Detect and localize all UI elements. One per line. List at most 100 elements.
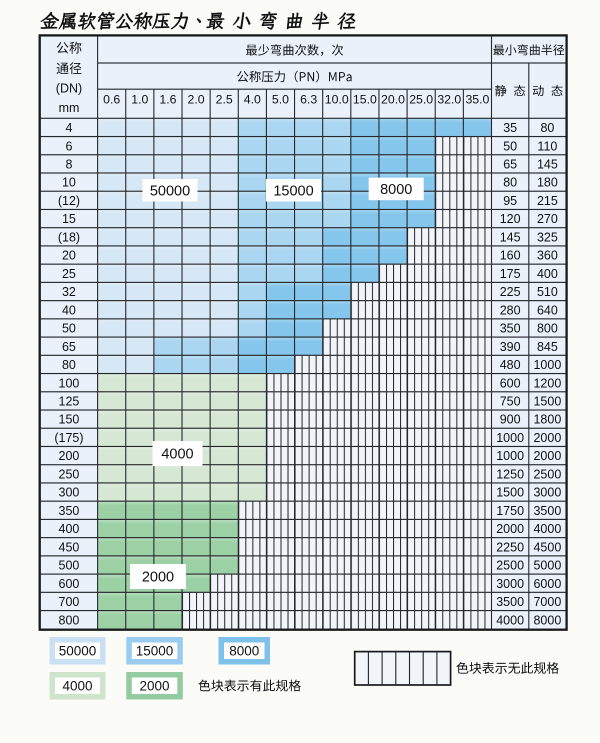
svg-text:845: 845 [537,340,558,354]
svg-text:1.0: 1.0 [131,93,148,107]
svg-text:35.0: 35.0 [465,93,489,107]
svg-text:3000: 3000 [496,577,524,591]
svg-text:6: 6 [65,139,72,153]
svg-text:225: 225 [500,285,521,299]
svg-text:350: 350 [500,322,521,336]
svg-text:150: 150 [59,413,80,427]
svg-text:15000: 15000 [136,644,174,659]
svg-text:300: 300 [59,486,80,500]
svg-text:120: 120 [500,212,521,226]
svg-text:25: 25 [62,267,76,281]
svg-text:(18): (18) [58,230,80,244]
svg-text:1500: 1500 [496,486,524,500]
svg-text:7000: 7000 [533,595,561,609]
svg-text:50000: 50000 [150,183,190,199]
svg-text:32.0: 32.0 [437,93,461,107]
svg-text:2500: 2500 [496,559,524,573]
svg-text:2.5: 2.5 [216,93,233,107]
svg-text:3000: 3000 [533,486,561,500]
svg-text:4000: 4000 [496,613,524,627]
svg-text:1750: 1750 [496,504,524,518]
svg-text:80: 80 [540,121,554,135]
svg-text:2.0: 2.0 [188,93,205,107]
svg-text:95: 95 [503,194,517,208]
svg-text:32: 32 [62,285,76,299]
svg-text:80: 80 [503,176,517,190]
svg-text:1.6: 1.6 [159,93,176,107]
svg-text:4: 4 [65,121,72,135]
svg-text:500: 500 [59,559,80,573]
svg-text:145: 145 [500,230,521,244]
svg-text:50: 50 [62,322,76,336]
svg-text:(175): (175) [54,431,83,445]
svg-text:100: 100 [59,376,80,390]
svg-text:640: 640 [537,303,558,317]
svg-text:1200: 1200 [533,376,561,390]
svg-text:2000: 2000 [496,522,524,536]
svg-text:1000: 1000 [496,449,524,463]
svg-text:750: 750 [500,395,521,409]
svg-text:6.3: 6.3 [300,93,317,107]
svg-text:10: 10 [62,176,76,190]
svg-text:4000: 4000 [533,522,561,536]
svg-text:25.0: 25.0 [409,93,433,107]
svg-text:4.0: 4.0 [244,93,261,107]
svg-text:600: 600 [59,577,80,591]
svg-text:325: 325 [537,230,558,244]
svg-text:5.0: 5.0 [272,93,289,107]
svg-text:600: 600 [500,376,521,390]
svg-text:20: 20 [62,249,76,263]
svg-text:65: 65 [503,157,517,171]
svg-text:270: 270 [537,212,558,226]
svg-text:(12): (12) [58,194,80,208]
svg-text:50000: 50000 [59,644,97,659]
svg-text:15.0: 15.0 [353,93,377,107]
svg-text:800: 800 [537,322,558,336]
svg-text:2000: 2000 [140,679,170,694]
svg-text:700: 700 [59,595,80,609]
svg-text:15: 15 [62,212,76,226]
svg-text:1000: 1000 [533,358,561,372]
svg-text:145: 145 [537,157,558,171]
svg-text:80: 80 [62,358,76,372]
svg-text:360: 360 [537,249,558,263]
svg-text:3500: 3500 [533,504,561,518]
svg-text:2500: 2500 [533,467,561,481]
svg-text:(DN): (DN) [56,82,82,96]
svg-text:250: 250 [59,467,80,481]
svg-text:280: 280 [500,303,521,317]
svg-text:4000: 4000 [62,679,92,694]
svg-text:6000: 6000 [533,577,561,591]
svg-text:40: 40 [62,303,76,317]
svg-text:50: 50 [503,139,517,153]
svg-text:3500: 3500 [496,595,524,609]
svg-text:8000: 8000 [380,182,412,198]
svg-text:0.6: 0.6 [103,93,120,107]
svg-text:180: 180 [537,176,558,190]
svg-text:35: 35 [503,121,517,135]
svg-text:2250: 2250 [496,540,524,554]
svg-text:8: 8 [65,157,72,171]
svg-text:4000: 4000 [161,447,193,463]
svg-text:480: 480 [500,358,521,372]
svg-text:2000: 2000 [533,449,561,463]
svg-text:510: 510 [537,285,558,299]
svg-text:20.0: 20.0 [381,93,405,107]
svg-text:8000: 8000 [229,644,259,659]
svg-text:65: 65 [62,340,76,354]
svg-text:1250: 1250 [496,467,524,481]
svg-text:390: 390 [500,340,521,354]
svg-text:2000: 2000 [142,570,174,586]
svg-text:160: 160 [500,249,521,263]
svg-text:8000: 8000 [533,613,561,627]
svg-text:900: 900 [500,413,521,427]
svg-text:215: 215 [537,194,558,208]
svg-text:4500: 4500 [533,540,561,554]
svg-text:10.0: 10.0 [325,93,349,107]
svg-text:450: 450 [59,540,80,554]
svg-text:1800: 1800 [533,413,561,427]
svg-text:mm: mm [59,101,80,115]
svg-text:350: 350 [59,504,80,518]
svg-text:1500: 1500 [533,395,561,409]
svg-text:175: 175 [500,267,521,281]
